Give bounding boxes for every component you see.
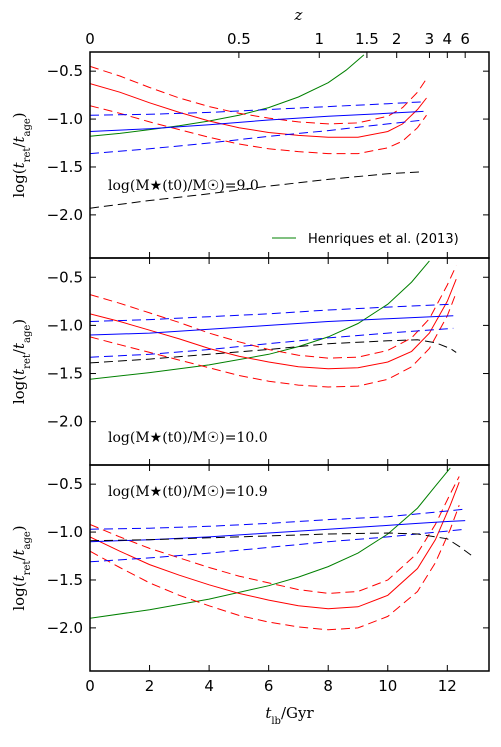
x-tick-label: 4	[204, 677, 214, 695]
y-tick-label: −1.5	[47, 365, 83, 383]
y-tick-label: −1.0	[47, 316, 83, 334]
y-tick-label: −2.0	[47, 619, 83, 637]
panel-3-series	[90, 467, 472, 631]
y-axis-label: log(tret/tage)	[10, 112, 33, 197]
panel-2-blue-solid-line-5	[90, 315, 454, 336]
z-tick-label: 6	[460, 30, 470, 48]
y-tick-label: −0.5	[47, 62, 83, 80]
y-tick-label: −1.0	[47, 523, 83, 541]
axes-layer	[89, 51, 490, 672]
panel-1-black-dashed-line-8	[90, 171, 424, 209]
series-layer	[90, 54, 472, 631]
panel-1-red-dashed-line-3	[90, 65, 427, 125]
panel-1-blue-solid-line-5	[90, 110, 424, 132]
z-tick-label: 0.5	[227, 30, 251, 48]
panel-1-green-solid-line-1	[90, 54, 365, 137]
panel-2-mass-annotation: log(M★(t0)/M☉)=10.0	[108, 430, 268, 446]
panel-2-series	[90, 260, 457, 388]
panel-1-blue-dashed-line-7	[90, 119, 424, 155]
top-axis-label: z	[293, 6, 302, 24]
y-axis-label: log(tret/tage)	[10, 319, 33, 404]
panel-3-red-dashed-line-3	[90, 476, 460, 594]
x-axis-label: tlb/Gyr	[265, 704, 314, 727]
y-axis-label: log(tret/tage)	[10, 525, 33, 610]
y-tick-label: −1.0	[47, 110, 83, 128]
legend-label: Henriques et al. (2013)	[308, 232, 459, 247]
panel-2-black-dashed-line-8	[90, 339, 457, 364]
text-layer: −0.5 −1.0 −1.5 −2.0 −0.5 −1.0 −1.5 −2.0 −0.5 −1.0…	[10, 6, 470, 727]
panel-3-blue-dashed-line-6	[90, 508, 466, 530]
panel-1-mass-annotation: log(M★(t0)/M☉)=9.0	[108, 178, 259, 194]
y-tick-label: −0.5	[47, 475, 83, 493]
panel-3-red-dashed-line-4	[90, 505, 460, 631]
y-tick-label: −0.5	[47, 268, 83, 286]
panel-3-black-dashed-line-8	[90, 532, 472, 556]
x-tick-label: 2	[145, 677, 155, 695]
panel-1-red-solid-line-2	[90, 83, 427, 138]
panel-1-red-dashed-line-4	[90, 105, 427, 155]
panel-2-green-solid-line-1	[90, 260, 430, 380]
z-tick-label: 0	[85, 30, 95, 48]
x-tick-label: 0	[85, 677, 95, 695]
x-tick-label: 10	[378, 677, 397, 695]
y-tick-label: −1.5	[47, 571, 83, 589]
x-tick-label: 8	[323, 677, 333, 695]
panel-2-blue-dashed-line-6	[90, 303, 454, 322]
z-tick-label: 4	[443, 30, 453, 48]
y-tick-label: −2.0	[47, 413, 83, 431]
panel-3-red-solid-line-2	[90, 482, 460, 610]
x-tick-label: 12	[438, 677, 457, 695]
z-tick-label: 3	[425, 30, 435, 48]
panel-3-frame	[89, 464, 490, 672]
panel-2-red-dashed-line-4	[90, 292, 457, 388]
panel-2-red-solid-line-2	[90, 279, 457, 370]
panel-1-frame	[89, 51, 490, 259]
panel-2-blue-dashed-line-7	[90, 327, 454, 358]
x-tick-label: 6	[264, 677, 274, 695]
z-tick-label: 2	[392, 30, 402, 48]
panel-3-blue-solid-line-5	[90, 520, 466, 543]
y-tick-label: −1.5	[47, 158, 83, 176]
panel-1-blue-dashed-line-6	[90, 101, 424, 116]
panel-3-mass-annotation: log(M★(t0)/M☉)=10.9	[108, 484, 268, 500]
panel-3-blue-dashed-line-7	[90, 528, 466, 563]
panel-1-series	[90, 54, 427, 209]
y-tick-label: −2.0	[47, 206, 83, 224]
z-tick-label: 1	[315, 30, 325, 48]
z-tick-label: 1.5	[355, 30, 379, 48]
panel-2-red-dashed-line-3	[90, 265, 457, 359]
panel-3-green-solid-line-1	[90, 467, 451, 619]
